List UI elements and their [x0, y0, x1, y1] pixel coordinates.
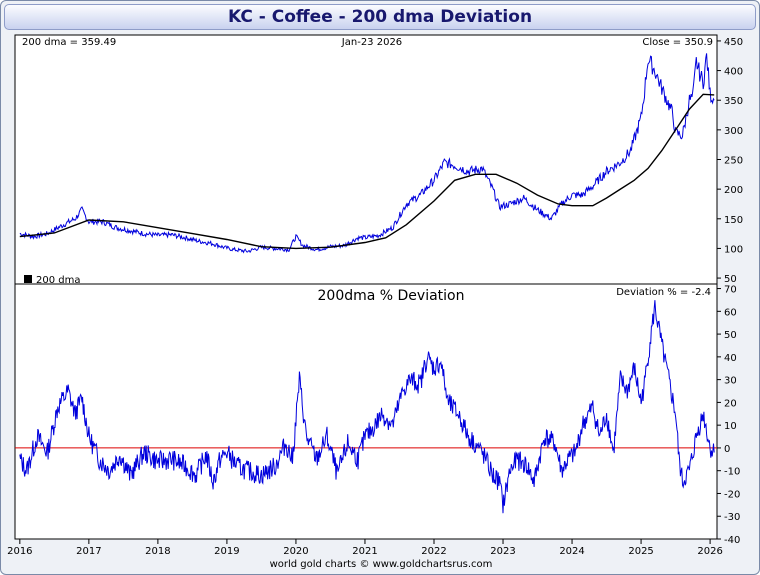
- deviation-y-tick-label: 50: [724, 330, 737, 341]
- x-tick-label: 2026: [697, 546, 722, 557]
- dma-series-line: [19, 93, 715, 250]
- price-series-line: [19, 53, 715, 254]
- x-axis: 2016 2017 2018 2019 2020 2021 2022 2023 2024 2025…: [7, 539, 723, 557]
- deviation-y-tick-label: 0: [724, 444, 730, 455]
- deviation-y-tick-label: 60: [724, 307, 737, 318]
- deviation-panel: [14, 283, 718, 540]
- x-tick-label: 2017: [76, 546, 101, 557]
- legend-label: 200 dma: [36, 275, 80, 286]
- price-y-tick-label: 200: [724, 185, 743, 196]
- price-y-tick-label: 300: [724, 126, 743, 137]
- deviation-value-label: Deviation % = -2.4: [616, 287, 711, 298]
- deviation-y-axis: -40 -30 -20 -10 0 10 20 30 40 50 60 70: [717, 285, 740, 546]
- x-tick-label: 2016: [7, 546, 32, 557]
- price-y-tick-label: 250: [724, 156, 743, 167]
- x-tick-label: 2024: [559, 546, 584, 557]
- x-tick-label: 2023: [490, 546, 515, 557]
- deviation-y-tick-label: 20: [724, 398, 737, 409]
- close-value-label: Close = 350.9: [642, 37, 713, 48]
- deviation-series-line: [19, 300, 715, 514]
- deviation-y-tick-label: 30: [724, 376, 737, 387]
- x-tick-label: 2019: [214, 546, 239, 557]
- x-tick-label: 2022: [421, 546, 446, 557]
- x-tick-label: 2018: [145, 546, 170, 557]
- deviation-y-tick-label: -10: [724, 467, 740, 478]
- price-y-tick-label: 350: [724, 96, 743, 107]
- x-tick-label: 2025: [628, 546, 653, 557]
- deviation-y-tick-label: -30: [724, 512, 740, 523]
- x-tick-label: 2021: [352, 546, 377, 557]
- deviation-y-tick-label: 40: [724, 353, 737, 364]
- legend-swatch: [24, 275, 32, 283]
- deviation-y-tick-label: 10: [724, 421, 737, 432]
- deviation-title: 200dma % Deviation: [318, 288, 465, 304]
- deviation-y-tick-label: 70: [724, 285, 737, 296]
- dma-value-label: 200 dma = 359.49: [22, 37, 116, 48]
- price-y-axis: 50 100 150 200 250 300 350 400 450: [717, 37, 743, 285]
- chart-title: KC - Coffee - 200 dma Deviation: [4, 4, 756, 30]
- price-y-tick-label: 450: [724, 37, 743, 48]
- deviation-y-tick-label: -40: [724, 535, 740, 546]
- footer-credit: world gold charts © www.goldchartsrus.co…: [270, 559, 493, 570]
- price-y-tick-label: 50: [724, 274, 737, 285]
- x-tick-label: 2020: [283, 546, 308, 557]
- price-y-tick-label: 150: [724, 215, 743, 226]
- price-panel: [14, 34, 718, 285]
- date-label: Jan-23 2026: [341, 37, 402, 48]
- price-y-tick-label: 400: [724, 67, 743, 78]
- price-y-tick-label: 100: [724, 244, 743, 255]
- deviation-y-tick-label: -20: [724, 489, 740, 500]
